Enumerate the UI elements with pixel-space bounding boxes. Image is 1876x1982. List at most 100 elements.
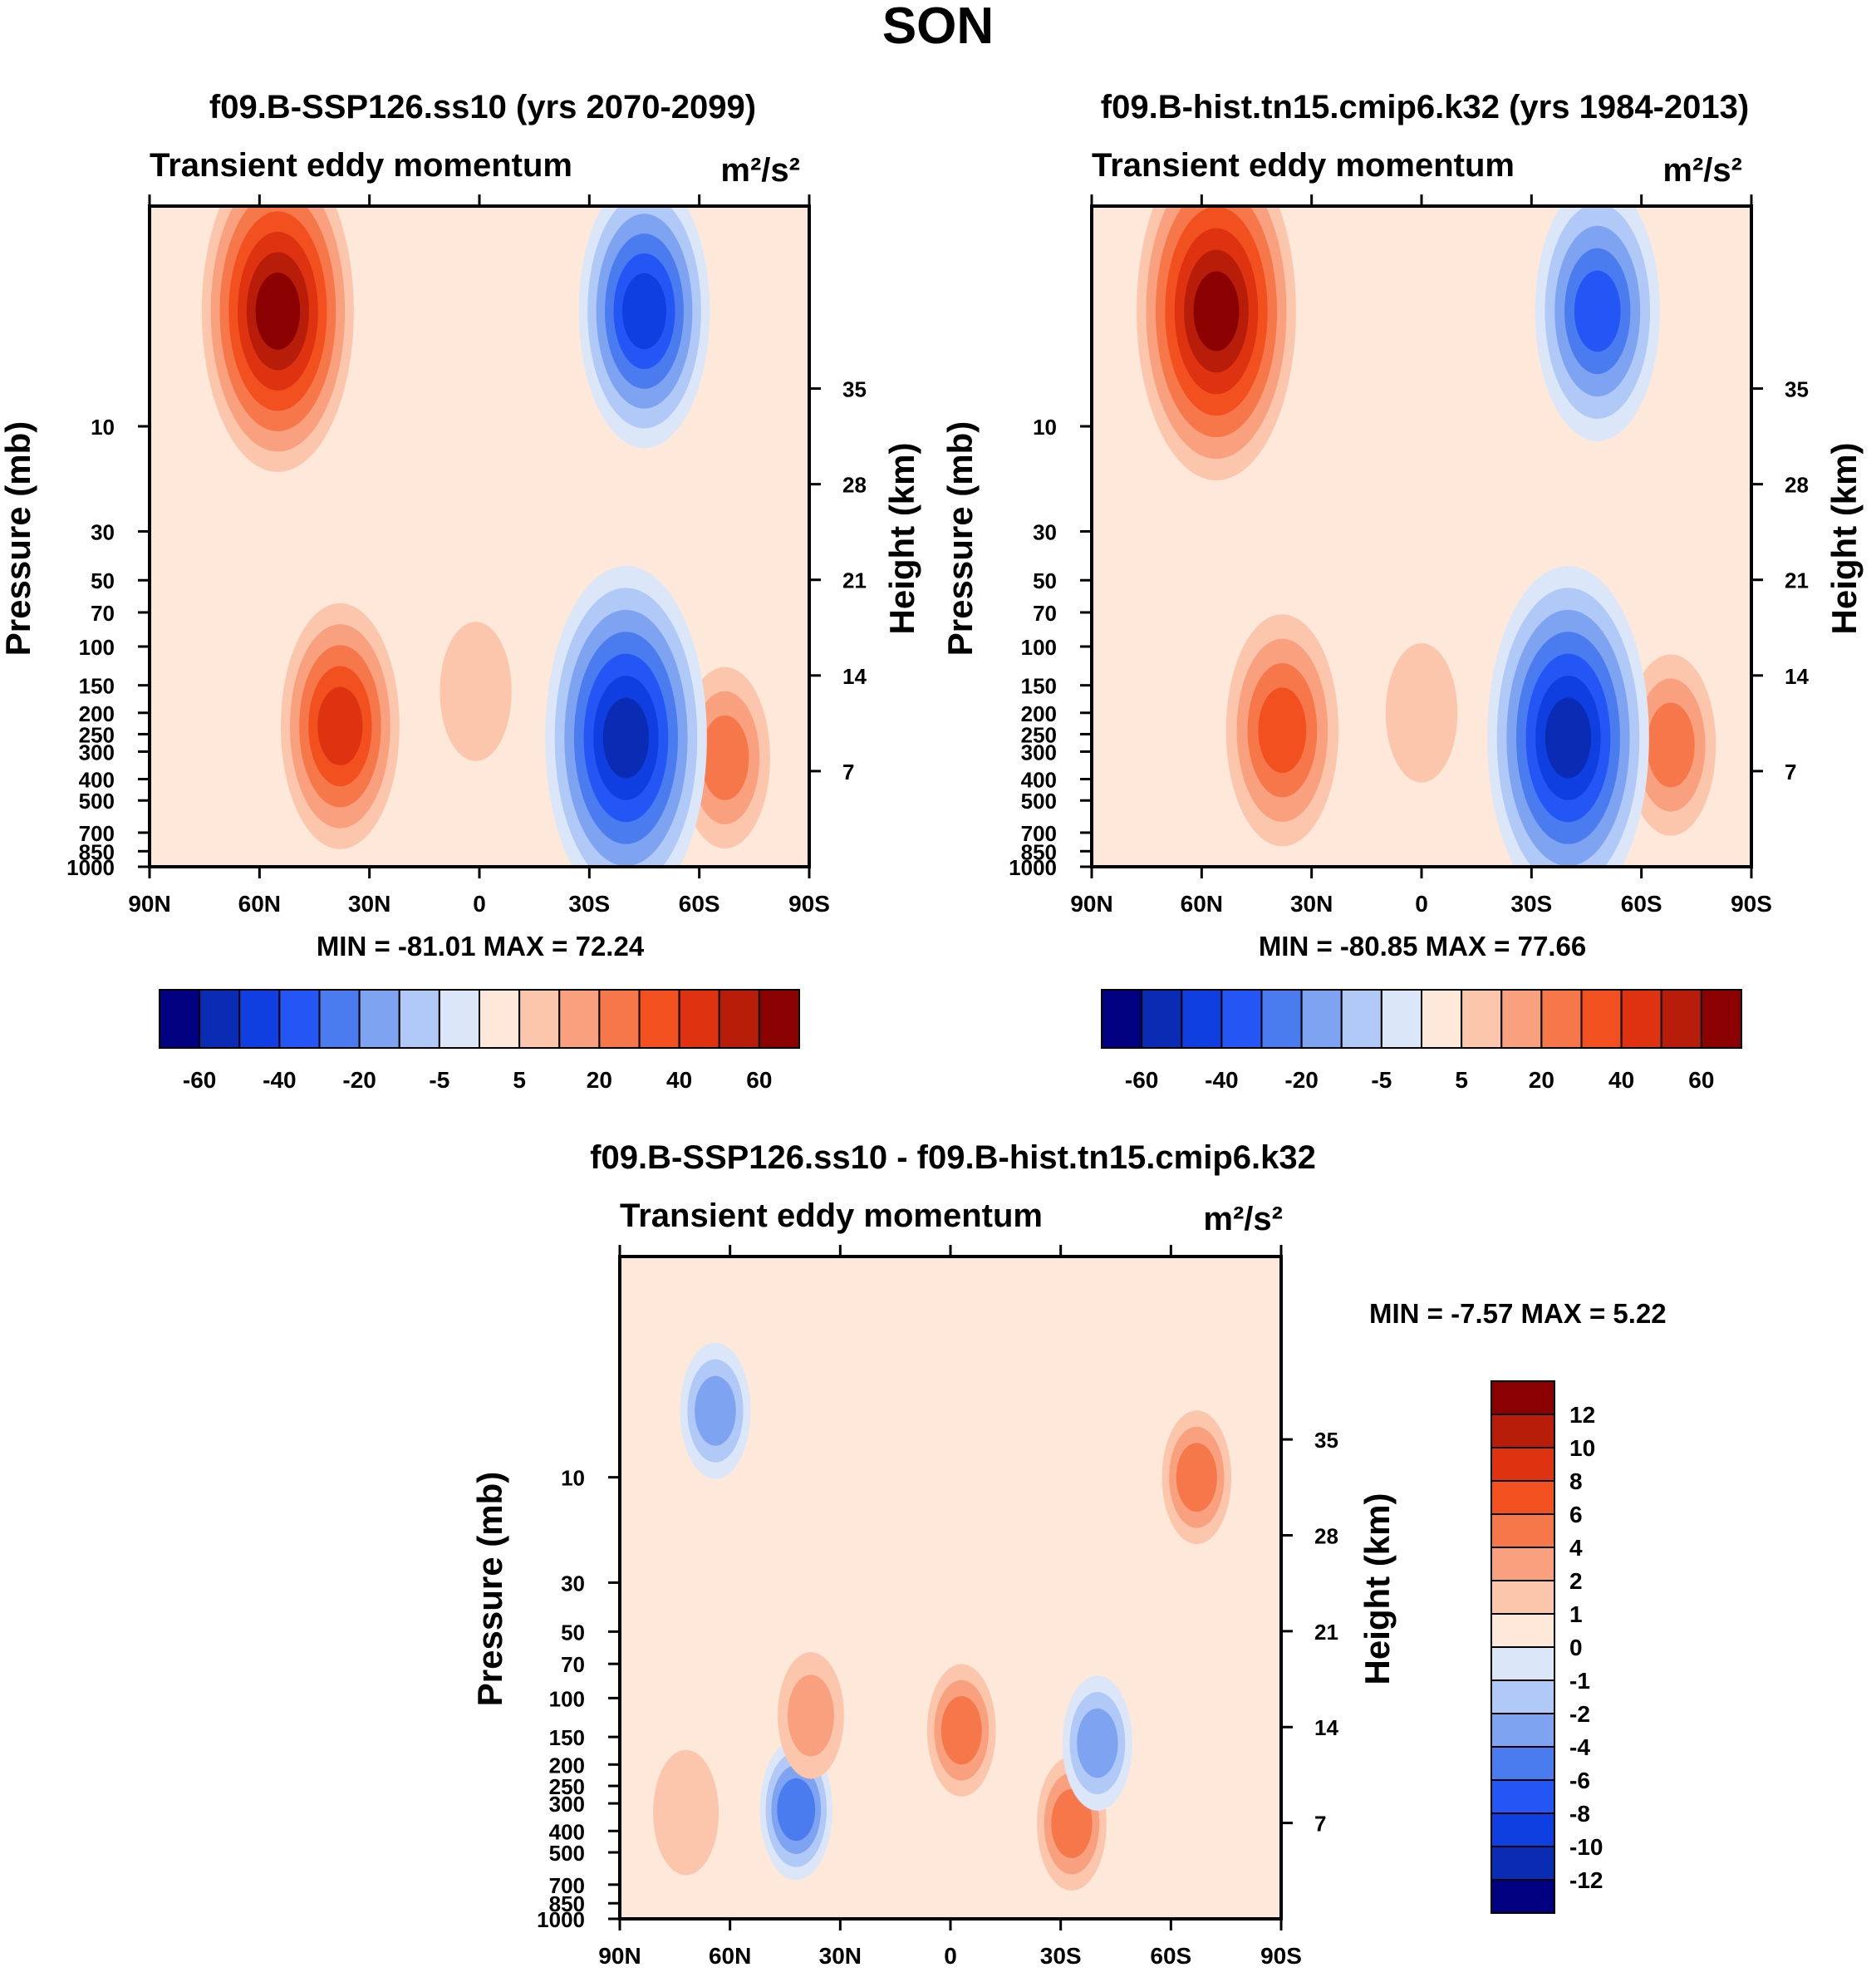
contour-level-positive-2-0 [1385, 642, 1458, 783]
colorbar-label: -60 [183, 1067, 216, 1093]
contour-field [620, 1257, 1281, 1919]
y-tick-label: 1000 [1009, 855, 1057, 880]
contour-level-negative-4-5 [622, 273, 666, 350]
y-right-tick-label: 7 [1785, 760, 1796, 784]
colorbar-box [238, 989, 281, 1049]
colorbar-label: -8 [1569, 1801, 1590, 1827]
x-tick-label: 90S [1260, 1943, 1302, 1969]
colorbar-box [1490, 1779, 1555, 1814]
colorbar-box [318, 989, 361, 1049]
y-tick-label: 70 [91, 601, 115, 626]
colorbar-box [278, 989, 321, 1049]
colorbar-box [638, 989, 680, 1049]
colorbar-box [1490, 1414, 1555, 1448]
y-right-axis-label: Height (km) [882, 443, 921, 635]
colorbar-box [1101, 989, 1143, 1049]
colorbar-box [1540, 989, 1583, 1049]
units-label: m²/s² [720, 152, 800, 189]
y-tick-label: 500 [549, 1841, 585, 1866]
stats-label: MIN = -7.57 MAX = 5.22 [1369, 1298, 1667, 1329]
y-tick-label: 850 [1021, 839, 1057, 864]
y-right-tick-label: 35 [1314, 1428, 1338, 1453]
panel-title: f09.B-SSP126.ss10 - f09.B-hist.tn15.cmip… [590, 1139, 1316, 1176]
y-tick-label: 250 [549, 1774, 585, 1799]
colorbar-box [1490, 1680, 1555, 1714]
colorbar-box [1181, 989, 1223, 1049]
y-right-tick-label: 35 [842, 377, 867, 402]
colorbar-label: -40 [263, 1067, 296, 1093]
y-tick-label: 400 [1021, 768, 1057, 793]
panel-title: f09.B-hist.tn15.cmip6.k32 (yrs 1984-2013… [1101, 89, 1749, 125]
colorbar-label: 60 [1688, 1067, 1714, 1093]
contour-level-positive-1-3 [1258, 687, 1307, 774]
stats-label: MIN = -80.85 MAX = 77.66 [1259, 931, 1586, 961]
colorbar-label: -10 [1569, 1834, 1603, 1860]
colorbar-label: 40 [666, 1067, 692, 1093]
colorbar-box [1421, 989, 1463, 1049]
colorbar-box [1300, 989, 1343, 1049]
contour-level-negative-5-6 [1545, 697, 1592, 779]
contour-level-positive-4-2 [940, 1695, 982, 1765]
y-axis-label: Pressure (mb) [0, 421, 37, 656]
y-tick-label: 30 [1033, 519, 1057, 544]
x-tick-label: 90S [1731, 891, 1772, 917]
y-tick-label: 200 [1021, 701, 1057, 726]
y-right-tick-label: 7 [842, 760, 854, 784]
colorbar-label: 10 [1569, 1435, 1595, 1461]
colorbar-box [758, 989, 800, 1049]
contour-level-positive-0-6 [255, 272, 301, 350]
contour-level-negative-4-4 [1574, 270, 1621, 352]
colorbar-box [1500, 989, 1543, 1049]
contour-level-positive-0-6 [1193, 271, 1240, 352]
colorbar-box [1490, 1480, 1555, 1515]
colorbar-label: 4 [1569, 1535, 1583, 1561]
y-tick-label: 150 [79, 674, 115, 699]
contour-field [1092, 206, 1751, 867]
y-tick-label: 700 [1021, 821, 1057, 846]
y-tick-label: 150 [1021, 674, 1057, 699]
y-tick-label: 400 [549, 1819, 585, 1844]
colorbar-box [1490, 1879, 1555, 1914]
colorbar-label: 12 [1569, 1402, 1595, 1428]
contour-level-positive-2-0 [440, 622, 512, 761]
y-tick-label: 250 [1021, 722, 1057, 747]
colorbar-box [1461, 989, 1503, 1049]
colorbar-label: -60 [1125, 1067, 1158, 1093]
panel-historical: f09.B-hist.tn15.cmip6.k32 (yrs 1984-2013… [940, 89, 1864, 1093]
x-tick-label: 60S [1150, 1943, 1191, 1969]
y-right-tick-label: 35 [1785, 377, 1809, 402]
y-tick-label: 50 [1033, 568, 1057, 593]
colorbar-label: 0 [1569, 1635, 1583, 1660]
y-right-axis-label: Height (km) [1824, 443, 1864, 635]
x-tick-label: 90N [598, 1943, 641, 1969]
colorbar-label: -5 [1371, 1067, 1392, 1093]
x-tick-label: 30N [1290, 891, 1333, 917]
colorbar-box [1490, 1513, 1555, 1548]
colorbar-box [518, 989, 561, 1049]
colorbar-label: 40 [1608, 1067, 1634, 1093]
y-tick-label: 400 [79, 768, 115, 793]
colorbar-label: 1 [1569, 1601, 1583, 1627]
colorbar-box [1620, 989, 1662, 1049]
panel-future: f09.B-SSP126.ss10 (yrs 2070-2099) Transi… [0, 89, 921, 1093]
colorbar-box [558, 989, 601, 1049]
x-tick-label: 0 [944, 1943, 957, 1969]
colorbar-label: -1 [1569, 1668, 1590, 1694]
y-tick-label: 1000 [66, 855, 115, 880]
colorbar-box [479, 989, 521, 1049]
colorbar-label: 5 [1455, 1067, 1468, 1093]
y-tick-label: 30 [91, 519, 115, 544]
y-tick-label: 1000 [537, 1907, 585, 1932]
y-tick-label: 700 [549, 1873, 585, 1898]
colorbar-box [598, 989, 641, 1049]
y-tick-label: 850 [79, 839, 115, 864]
colorbar-label: 60 [746, 1067, 772, 1093]
y-axis-label: Pressure (mb) [940, 421, 980, 656]
colorbar-box [1490, 1713, 1555, 1748]
colorbar-label: 2 [1569, 1568, 1583, 1594]
contour-field [150, 206, 809, 867]
y-right-tick-label: 28 [842, 473, 867, 498]
x-tick-label: 60N [1181, 891, 1223, 917]
y-tick-label: 700 [79, 821, 115, 846]
